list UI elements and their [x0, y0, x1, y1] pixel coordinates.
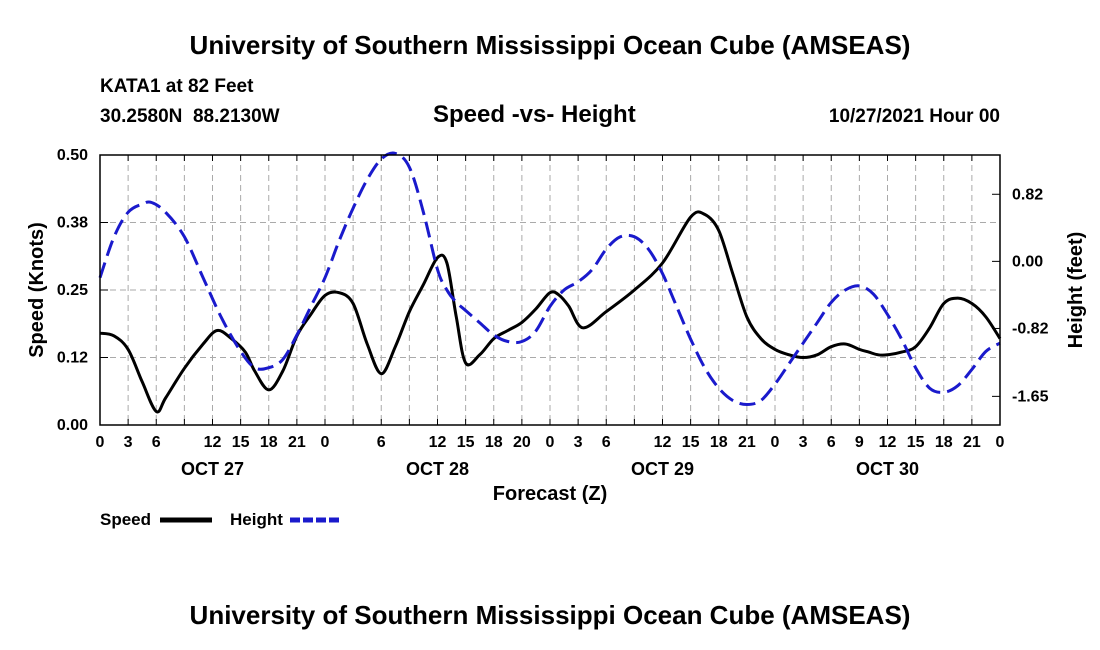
- x-tick-label: 3: [124, 434, 133, 451]
- x-tick-label: 12: [204, 434, 222, 451]
- chart-title-top: University of Southern Mississippi Ocean…: [189, 30, 911, 60]
- x-tick-label: 12: [654, 434, 672, 451]
- station-coordinates: 30.2580N 88.2130W: [100, 106, 280, 127]
- x-tick-label: 18: [485, 434, 503, 451]
- y-right-tick-label: -0.82: [1012, 320, 1049, 337]
- axes: 0 3 6 12 15 18 21 0 6 12 15 18 20 0 3 6 12 15 18 21 0 3 6 9 12 15…: [57, 147, 1049, 479]
- x-day-label: OCT 27: [181, 459, 244, 479]
- y-left-tick-label: 0.50: [57, 147, 88, 164]
- x-tick-label: 18: [935, 434, 953, 451]
- y-left-tick-label: 0.12: [57, 350, 88, 367]
- y-left-tick-label: 0.00: [57, 417, 88, 434]
- x-day-label: OCT 28: [406, 459, 469, 479]
- x-tick-label: 15: [907, 434, 925, 451]
- x-tick-label: 12: [879, 434, 897, 451]
- chart-subtitle: Speed -vs- Height: [433, 101, 636, 128]
- x-tick-label: 21: [963, 434, 981, 451]
- x-tick-label: 15: [457, 434, 475, 451]
- x-axis-label: Forecast (Z): [493, 483, 607, 505]
- x-tick-label: 0: [96, 434, 105, 451]
- station-name: KATA1 at 82 Feet: [100, 76, 254, 97]
- x-tick-label: 21: [738, 434, 756, 451]
- series-line-height: [98, 151, 1001, 406]
- x-tick-label: 0: [771, 434, 780, 451]
- y-right-tick-label: 0.00: [1012, 253, 1043, 270]
- y-axis-left-label: Speed (Knots): [26, 222, 48, 358]
- chart-title-bottom: University of Southern Mississippi Ocean…: [189, 600, 911, 630]
- x-tick-label: 18: [260, 434, 278, 451]
- x-tick-label: 12: [429, 434, 447, 451]
- x-tick-label: 6: [827, 434, 836, 451]
- x-tick-label: 0: [996, 434, 1005, 451]
- x-tick-label: 6: [602, 434, 611, 451]
- x-tick-label: 0: [321, 434, 330, 451]
- x-tick-label: 21: [288, 434, 306, 451]
- grid-lines: [100, 155, 1000, 425]
- legend: Speed Height: [100, 510, 342, 529]
- legend-speed-label: Speed: [100, 510, 151, 529]
- x-day-label: OCT 30: [856, 459, 919, 479]
- x-tick-label: 9: [855, 434, 864, 451]
- y-right-tick-label: 0.82: [1012, 186, 1043, 203]
- x-day-label: OCT 29: [631, 459, 694, 479]
- y-left-tick-label: 0.38: [57, 215, 88, 232]
- x-tick-label: 0: [546, 434, 555, 451]
- x-tick-label: 6: [152, 434, 161, 451]
- x-tick-label: 3: [799, 434, 808, 451]
- legend-height-label: Height: [230, 510, 283, 529]
- x-tick-label: 15: [682, 434, 700, 451]
- y-axis-right-label: Height (feet): [1065, 232, 1087, 349]
- forecast-date: 10/27/2021 Hour 00: [828, 106, 1000, 127]
- series-line-speed: [99, 210, 1002, 414]
- y-right-tick-label: -1.65: [1012, 388, 1049, 405]
- x-tick-label: 20: [513, 434, 531, 451]
- x-tick-label: 3: [574, 434, 583, 451]
- x-tick-label: 6: [377, 434, 386, 451]
- series-lines: [98, 151, 1002, 414]
- y-left-tick-label: 0.25: [57, 282, 88, 299]
- x-tick-label: 15: [232, 434, 250, 451]
- x-tick-label: 18: [710, 434, 728, 451]
